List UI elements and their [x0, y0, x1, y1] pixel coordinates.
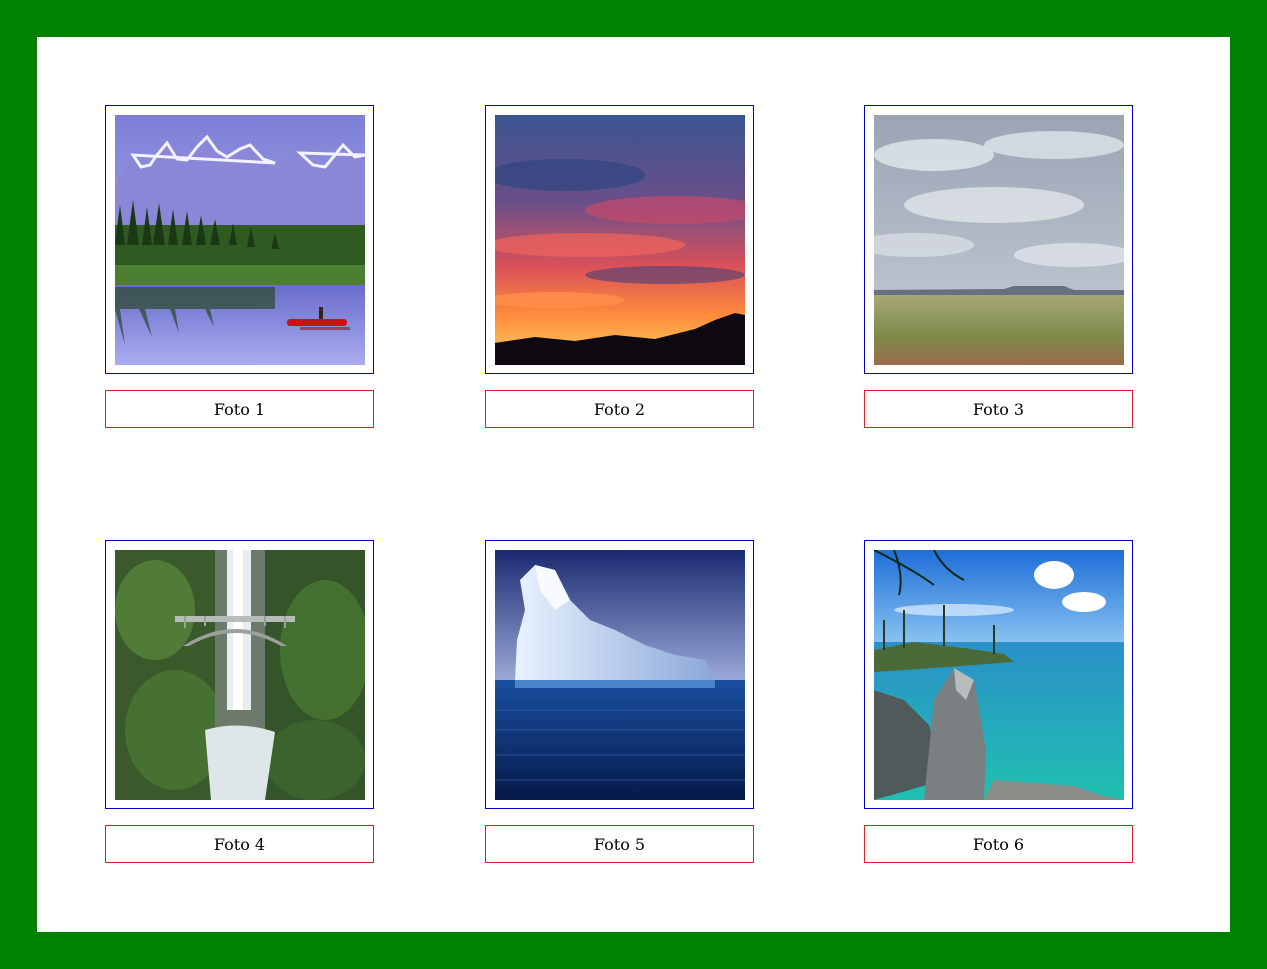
photo-mountain-lake[interactable] — [115, 115, 365, 365]
photo-cloudy-grassland[interactable] — [874, 115, 1124, 365]
photo-turquoise-lake[interactable] — [874, 550, 1124, 800]
gallery-panel: Foto 1 — [37, 37, 1230, 932]
photo-waterfall-bridge[interactable] — [115, 550, 365, 800]
photo-caption: Foto 4 — [105, 825, 374, 863]
photo-caption: Foto 1 — [105, 390, 374, 428]
photo-frame[interactable] — [485, 540, 754, 809]
photo-frame[interactable] — [864, 540, 1133, 809]
photo-iceberg[interactable] — [495, 550, 745, 800]
photo-caption: Foto 2 — [485, 390, 754, 428]
photo-frame[interactable] — [105, 105, 374, 374]
photo-caption: Foto 6 — [864, 825, 1133, 863]
photo-frame[interactable] — [105, 540, 374, 809]
photo-caption: Foto 3 — [864, 390, 1133, 428]
photo-frame[interactable] — [485, 105, 754, 374]
photo-sunset-sky[interactable] — [495, 115, 745, 365]
photo-caption: Foto 5 — [485, 825, 754, 863]
photo-frame[interactable] — [864, 105, 1133, 374]
